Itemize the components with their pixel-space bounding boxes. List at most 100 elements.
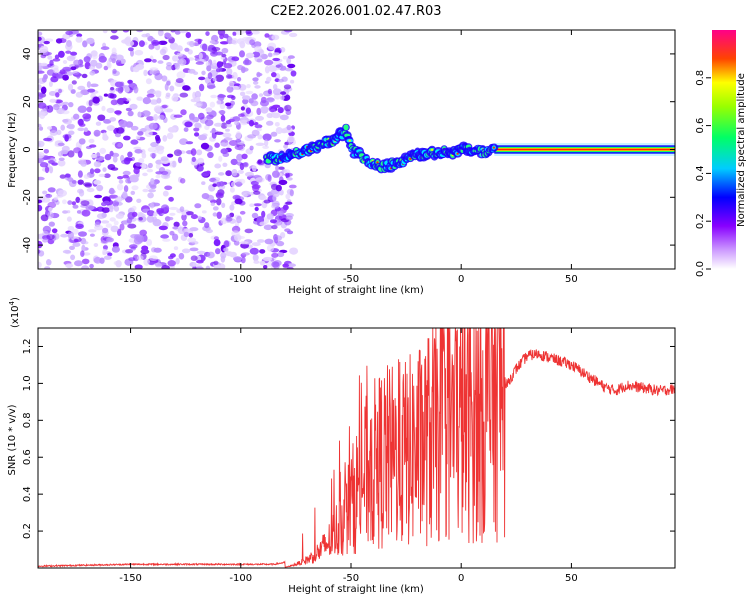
noise-speckle xyxy=(235,139,242,143)
noise-speckle xyxy=(127,47,134,52)
noise-speckle xyxy=(130,49,134,57)
noise-speckle xyxy=(97,114,106,121)
noise-speckle xyxy=(193,71,199,75)
snr-x-ticks: -150 -100 -50 0 50 xyxy=(119,328,578,584)
noise-speckle xyxy=(39,162,49,168)
noise-speckle xyxy=(164,83,169,91)
noise-speckle xyxy=(114,81,124,88)
noise-speckle xyxy=(90,83,99,88)
noise-speckle xyxy=(52,58,61,62)
noise-speckle xyxy=(182,220,188,227)
noise-speckle xyxy=(142,172,148,177)
noise-speckle xyxy=(207,151,214,159)
noise-speckle xyxy=(75,91,83,98)
noise-speckle xyxy=(255,142,265,146)
noise-speckle xyxy=(194,90,202,99)
noise-speckle xyxy=(54,54,60,60)
noise-speckle xyxy=(197,215,202,220)
noise-speckle xyxy=(218,110,226,115)
noise-speckle xyxy=(217,94,226,98)
noise-speckle xyxy=(272,84,278,90)
noise-speckle xyxy=(96,213,106,220)
noise-speckle xyxy=(61,145,70,152)
noise-speckle xyxy=(148,122,158,130)
noise-speckle xyxy=(107,92,115,99)
noise-speckle xyxy=(38,261,42,268)
noise-speckle xyxy=(47,126,52,130)
noise-speckle xyxy=(109,117,117,122)
noise-speckle xyxy=(134,49,144,56)
x-tick-label: -100 xyxy=(229,274,252,285)
noise-speckle xyxy=(260,100,269,107)
noise-speckle xyxy=(284,104,292,112)
noise-speckle xyxy=(65,50,72,54)
noise-speckle xyxy=(160,170,169,175)
noise-speckle xyxy=(146,116,155,121)
noise-speckle xyxy=(55,92,60,98)
noise-speckle xyxy=(175,78,184,84)
noise-speckle xyxy=(115,196,123,203)
noise-speckle xyxy=(146,210,155,217)
noise-speckle xyxy=(210,94,218,99)
noise-speckle xyxy=(282,55,288,60)
noise-speckle xyxy=(66,216,72,222)
noise-speckle xyxy=(255,177,265,183)
noise-speckle xyxy=(101,207,111,214)
noise-speckle xyxy=(212,76,217,82)
noise-speckle xyxy=(88,99,93,107)
ridge-blob-peak xyxy=(348,139,351,142)
noise-speckle xyxy=(219,102,226,110)
noise-speckle xyxy=(69,245,75,250)
noise-speckle xyxy=(159,48,167,56)
noise-speckle xyxy=(136,211,144,217)
noise-speckle xyxy=(102,227,109,234)
noise-speckle xyxy=(129,244,138,249)
colorbar-tick-label: 0.6 xyxy=(695,118,706,134)
noise-speckle xyxy=(113,205,120,212)
noise-speckle xyxy=(232,71,238,80)
noise-speckle xyxy=(228,80,234,88)
noise-speckle xyxy=(146,239,153,246)
noise-speckle xyxy=(47,55,53,60)
noise-speckle xyxy=(233,256,242,262)
noise-speckle xyxy=(57,159,66,167)
noise-speckle xyxy=(284,169,291,174)
noise-speckle xyxy=(256,107,262,116)
noise-speckle xyxy=(226,94,235,99)
noise-speckle xyxy=(151,247,157,253)
noise-speckle xyxy=(112,68,117,74)
noise-speckle xyxy=(114,110,122,115)
noise-speckle xyxy=(277,210,284,216)
noise-speckle xyxy=(283,30,293,33)
noise-speckle xyxy=(287,55,295,59)
noise-speckle xyxy=(125,249,134,254)
noise-speckle xyxy=(216,198,222,206)
noise-speckle xyxy=(150,141,159,148)
noise-speckle xyxy=(248,119,255,127)
noise-speckle xyxy=(44,266,51,269)
noise-speckle xyxy=(70,254,76,261)
noise-speckle xyxy=(267,52,273,58)
noise-speckle xyxy=(103,255,112,260)
noise-speckle xyxy=(249,39,256,46)
noise-speckle xyxy=(167,153,174,158)
noise-speckle xyxy=(168,196,174,202)
y-tick-label: 0.4 xyxy=(22,486,33,502)
noise-speckle xyxy=(83,174,90,180)
noise-speckle xyxy=(245,171,254,177)
noise-speckle xyxy=(236,153,244,161)
x-tick-label: -50 xyxy=(343,573,359,584)
noise-speckle xyxy=(136,198,142,203)
noise-speckle xyxy=(164,185,173,191)
noise-speckle xyxy=(278,179,288,186)
noise-speckle xyxy=(53,196,59,201)
noise-speckle xyxy=(198,52,203,60)
noise-speckle xyxy=(232,31,237,36)
noise-speckle xyxy=(113,220,119,226)
noise-speckle xyxy=(201,181,206,186)
noise-speckle xyxy=(185,141,194,145)
noise-speckle xyxy=(155,134,160,141)
noise-speckle xyxy=(152,41,162,45)
noise-speckle xyxy=(229,204,235,211)
noise-speckle xyxy=(149,202,155,209)
